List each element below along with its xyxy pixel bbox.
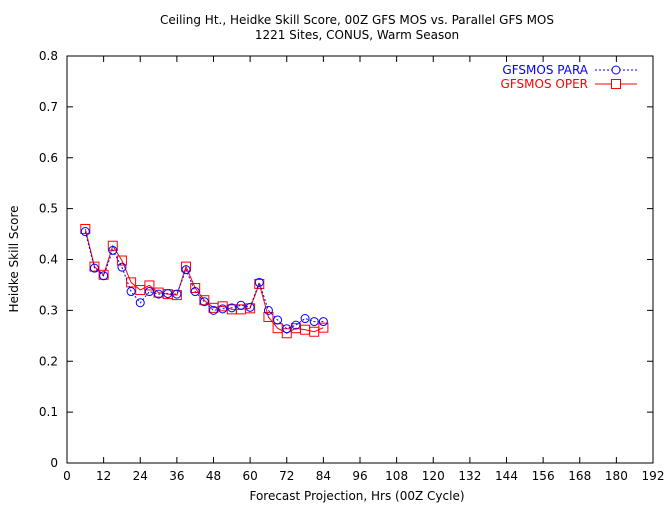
legend-marker-0 xyxy=(611,65,621,75)
y-tick-label: 0.5 xyxy=(39,202,58,216)
data-point-square xyxy=(171,290,182,301)
legend-label-1: GFSMOS OPER xyxy=(501,77,588,91)
data-point-circle xyxy=(172,289,182,299)
x-tick-label: 0 xyxy=(63,469,71,483)
data-point-circle xyxy=(199,297,209,307)
data-point-circle xyxy=(209,305,218,315)
data-point-circle xyxy=(218,304,228,314)
data-point-circle xyxy=(263,305,273,315)
y-axis-label: Heidke Skill Score xyxy=(7,205,21,312)
x-tick-label: 36 xyxy=(169,469,184,483)
y-tick-label: 0.8 xyxy=(39,49,58,63)
series-line-0 xyxy=(84,231,324,330)
data-point-square xyxy=(181,261,192,272)
data-point-circle xyxy=(144,287,154,297)
data-point-circle xyxy=(154,289,164,299)
data-point-circle xyxy=(89,263,99,273)
data-point-circle xyxy=(163,289,173,299)
data-point-circle xyxy=(126,287,136,297)
data-point-square xyxy=(281,328,292,339)
data-point-square xyxy=(98,269,109,280)
series-line-1 xyxy=(84,228,324,334)
data-point-circle xyxy=(117,262,127,272)
data-point-square xyxy=(318,322,329,333)
legend-marker-1 xyxy=(611,79,621,89)
data-point-circle xyxy=(190,287,200,297)
data-point-circle xyxy=(108,245,118,255)
x-tick-label: 12 xyxy=(96,469,111,483)
x-tick-label: 48 xyxy=(206,469,221,483)
x-tick-label: 132 xyxy=(458,469,481,483)
y-tick-label: 0.6 xyxy=(39,151,58,165)
x-tick-label: 96 xyxy=(352,469,367,483)
data-point-square xyxy=(190,282,201,293)
chart-subtitle: 1221 Sites, CONUS, Warm Season xyxy=(255,28,459,42)
y-tick-label: 0.3 xyxy=(39,303,58,317)
y-tick-label: 0.1 xyxy=(39,405,58,419)
x-tick-label: 180 xyxy=(605,469,628,483)
data-point-circle xyxy=(254,277,264,287)
series-layer xyxy=(80,223,329,339)
y-tick-label: 0.4 xyxy=(39,253,58,267)
x-tick-label: 168 xyxy=(568,469,591,483)
data-point-circle xyxy=(135,298,145,308)
x-tick-label: 72 xyxy=(279,469,294,483)
x-tick-label: 144 xyxy=(495,469,518,483)
y-tick-label: 0.7 xyxy=(39,100,58,114)
data-point-square xyxy=(144,280,155,291)
data-point-circle xyxy=(318,317,328,327)
data-point-square xyxy=(116,255,127,266)
data-point-circle xyxy=(245,302,255,312)
data-point-circle xyxy=(80,227,90,237)
data-point-circle xyxy=(181,265,191,275)
x-axis-label: Forecast Projection, Hrs (00Z Cycle) xyxy=(249,489,464,503)
data-point-square xyxy=(126,277,137,288)
data-point-circle xyxy=(309,317,319,327)
x-tick-label: 156 xyxy=(532,469,555,483)
data-point-square xyxy=(245,303,256,314)
data-point-circle xyxy=(291,320,301,330)
legend-label-0: GFSMOS PARA xyxy=(502,63,588,77)
data-point-circle xyxy=(227,303,237,313)
y-tick-label: 0.2 xyxy=(39,354,58,368)
x-tick-label: 60 xyxy=(242,469,257,483)
x-tick-label: 108 xyxy=(385,469,408,483)
data-point-square xyxy=(263,311,274,322)
x-tick-label: 24 xyxy=(133,469,148,483)
axis-ticks: 0 12 24 36 48 60 72 84 96 108 120 132 144 156 168 180 19… xyxy=(39,49,665,483)
y-tick-label: 0 xyxy=(50,456,58,470)
chart-title: Ceiling Ht., Heidke Skill Score, 00Z GFS… xyxy=(160,13,554,27)
data-point-circle xyxy=(282,324,292,334)
data-point-circle xyxy=(300,314,310,324)
x-tick-label: 120 xyxy=(422,469,445,483)
data-point-circle xyxy=(236,300,246,310)
x-tick-label: 192 xyxy=(642,469,665,483)
data-point-square xyxy=(254,278,265,289)
data-point-square xyxy=(199,295,210,306)
plot-frame xyxy=(66,55,654,464)
data-point-circle xyxy=(99,271,109,281)
x-tick-label: 84 xyxy=(316,469,331,483)
data-point-circle xyxy=(273,315,283,325)
data-point-square xyxy=(89,261,100,272)
